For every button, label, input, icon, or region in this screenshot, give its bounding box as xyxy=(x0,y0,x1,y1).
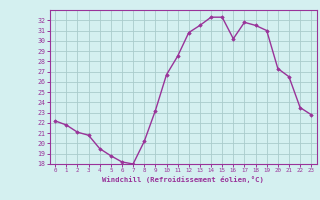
X-axis label: Windchill (Refroidissement éolien,°C): Windchill (Refroidissement éolien,°C) xyxy=(102,176,264,183)
